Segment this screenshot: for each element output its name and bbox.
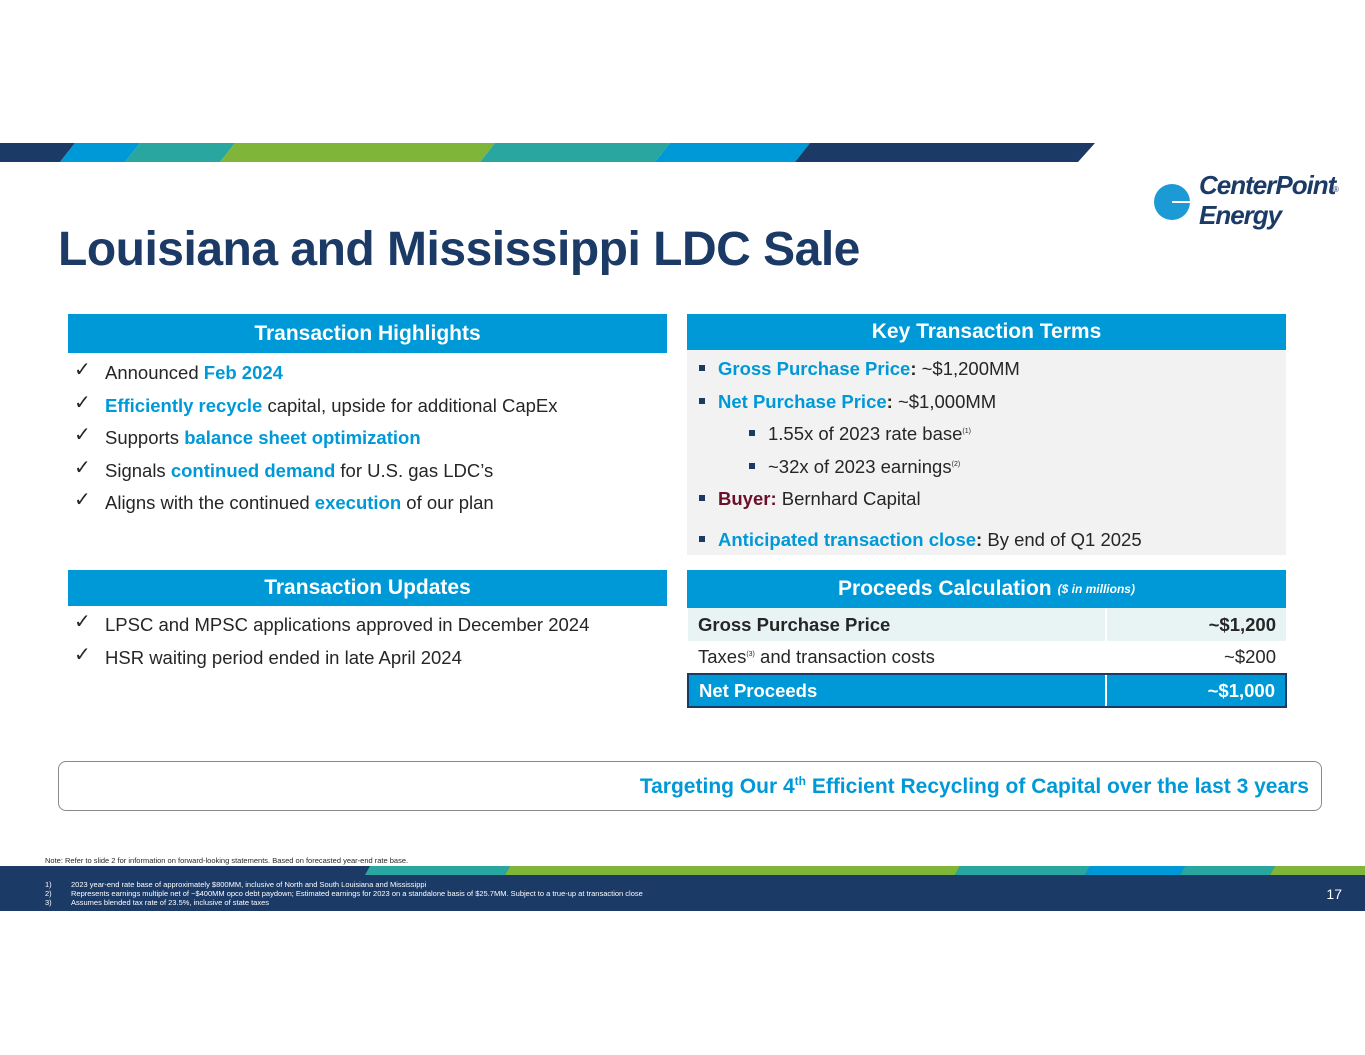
- proceeds-table: Gross Purchase Price ~$1,200 Taxes(3) an…: [687, 608, 1287, 708]
- term-gross-purchase-price: Gross Purchase Price: ~$1,200MM: [699, 358, 1020, 380]
- row-label: Taxes(3) and transaction costs: [688, 641, 1106, 674]
- row-value: ~$1,000: [1105, 673, 1287, 708]
- proceeds-calculation-header: Proceeds Calculation ($ in millions): [687, 570, 1286, 608]
- registered-mark: ®: [1333, 185, 1339, 194]
- proceeds-header-units: ($ in millions): [1057, 582, 1135, 596]
- checkmark-icon: ✓: [74, 391, 91, 414]
- square-bullet-icon: [749, 430, 755, 437]
- square-bullet-icon: [749, 463, 755, 470]
- square-bullet-icon: [699, 536, 705, 543]
- square-bullet-icon: [699, 398, 705, 405]
- highlight-item: ✓ Supports balance sheet optimization: [74, 424, 421, 448]
- row-value: ~$200: [1106, 641, 1286, 674]
- page-number: 17: [1326, 886, 1342, 902]
- term-rate-base-multiple: 1.55x of 2023 rate base(1): [749, 423, 971, 445]
- logo-circle-icon: [1154, 184, 1200, 220]
- row-value: ~$1,200: [1105, 608, 1286, 641]
- highlight-item: ✓ Aligns with the continued execution of …: [74, 489, 494, 513]
- highlight-item: ✓ Efficiently recycle capital, upside for…: [74, 391, 558, 416]
- term-buyer: Buyer: Bernhard Capital: [699, 488, 921, 510]
- callout-box: Targeting Our 4th Efficient Recycling of…: [58, 761, 1322, 811]
- footer-band: [0, 875, 1365, 911]
- term-anticipated-close: Anticipated transaction close: By end of…: [699, 529, 1142, 551]
- transaction-updates-header: Transaction Updates: [68, 570, 667, 606]
- key-transaction-terms-header: Key Transaction Terms: [687, 314, 1286, 350]
- page-title: Louisiana and Mississippi LDC Sale: [58, 223, 860, 276]
- highlight-item: ✓ Announced Feb 2024: [74, 359, 283, 383]
- row-label: Gross Purchase Price: [688, 608, 1106, 641]
- logo-text-line1: CenterPoint: [1199, 170, 1336, 200]
- proceeds-header-title: Proceeds Calculation: [838, 577, 1052, 600]
- top-decorative-stripe: [0, 143, 1095, 162]
- checkmark-icon: ✓: [74, 359, 91, 381]
- square-bullet-icon: [699, 365, 705, 372]
- transaction-highlights-list: ✓ Announced Feb 2024 ✓ Efficiently recycle…: [68, 359, 667, 525]
- footnote-1: 1) 2023 year-end rate base of approximate…: [45, 880, 427, 889]
- table-row-gross-purchase-price: Gross Purchase Price ~$1,200: [688, 608, 1286, 641]
- checkmark-icon: ✓: [74, 456, 91, 479]
- company-logo: CenterPoint Energy ®: [1152, 170, 1342, 240]
- transaction-updates-list: ✓ LPSC and MPSC applications approved in …: [68, 611, 667, 679]
- term-earnings-multiple: ~32x of 2023 earnings(2): [749, 456, 960, 478]
- checkmark-icon: ✓: [74, 489, 91, 511]
- update-item: ✓ LPSC and MPSC applications approved in …: [74, 611, 590, 635]
- table-row-taxes: Taxes(3) and transaction costs ~$200: [688, 641, 1286, 674]
- term-net-purchase-price: Net Purchase Price: ~$1,000MM: [699, 391, 996, 413]
- transaction-highlights-header: Transaction Highlights: [68, 314, 667, 353]
- footnote-2: 2) Represents earnings multiple net of ~$…: [45, 889, 643, 898]
- callout-text: Targeting Our 4th Efficient Recycling of…: [639, 774, 1309, 798]
- bottom-decorative-stripe: [0, 866, 1365, 875]
- table-row-net-proceeds: Net Proceeds ~$1,000: [687, 673, 1287, 708]
- key-transaction-terms-body: Gross Purchase Price: ~$1,200MM Net Purc…: [687, 350, 1286, 555]
- checkmark-icon: ✓: [74, 643, 91, 666]
- highlight-item: ✓ Signals continued demand for U.S. gas L…: [74, 456, 494, 481]
- footnote-3: 3) Assumes blended tax rate of 23.5%, inc…: [45, 898, 270, 907]
- checkmark-icon: ✓: [74, 424, 91, 446]
- forward-looking-note: Note: Refer to slide 2 for information o…: [45, 856, 409, 865]
- row-label: Net Proceeds: [687, 673, 1106, 708]
- square-bullet-icon: [699, 495, 705, 502]
- checkmark-icon: ✓: [74, 611, 91, 633]
- logo-text-line2: Energy: [1199, 200, 1282, 230]
- update-item: ✓ HSR waiting period ended in late April …: [74, 643, 462, 668]
